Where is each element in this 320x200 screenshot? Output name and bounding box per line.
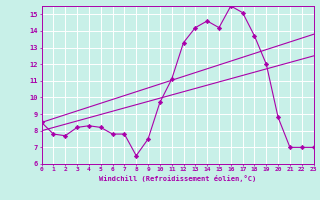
X-axis label: Windchill (Refroidissement éolien,°C): Windchill (Refroidissement éolien,°C) — [99, 175, 256, 182]
